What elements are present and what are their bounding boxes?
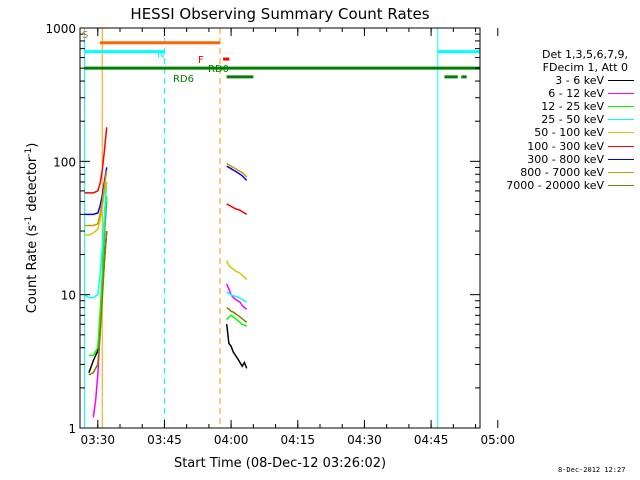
legend-entry: 3 - 6 keV	[488, 74, 634, 87]
generation-timestamp: 8-Dec-2012 12:27	[558, 466, 626, 474]
x-tick-label-0415: 04:15	[280, 433, 315, 447]
flag-label-f: F	[198, 55, 204, 66]
legend-swatch	[608, 80, 634, 82]
flag-label-n: N	[157, 50, 164, 61]
legend-entry-label: 6 - 12 keV	[548, 87, 604, 101]
y-tick-label-100: 100	[53, 155, 76, 169]
legend-header-line-2: FDecim 1, Att 0	[542, 61, 628, 74]
plot-frame	[79, 27, 481, 429]
legend-swatch	[608, 93, 634, 95]
legend-entry-label: 800 - 7000 keV	[520, 165, 604, 179]
legend-entry: 12 - 25 keV	[488, 100, 634, 113]
series-3-segment-2	[226, 314, 247, 327]
series-6-segment-1	[84, 127, 108, 194]
legend-entry: 300 - 800 keV	[488, 153, 634, 166]
legend-entry-label: 100 - 300 keV	[527, 139, 604, 153]
x-tick-label-0445: 04:45	[414, 433, 449, 447]
series-3-segment-1	[88, 195, 108, 357]
y-tick-label-1: 1	[68, 422, 76, 436]
x-tick-label-0345: 03:45	[147, 433, 182, 447]
legend-entry: 100 - 300 keV	[488, 139, 634, 153]
series-8-segment-1	[84, 170, 108, 227]
x-tick-label-0500: 05:00	[480, 433, 515, 447]
legend-swatch	[608, 106, 634, 108]
legend-swatch	[608, 132, 634, 134]
series-4-segment-1	[83, 181, 108, 299]
series-7-segment-2	[226, 165, 248, 181]
x-axis: 03:30 03:45 04:00 04:15 04:30 04:45 05:00	[80, 28, 515, 447]
y-tick-label-10: 10	[61, 289, 76, 303]
flag-labels: S N F RD0 RD6	[82, 30, 229, 85]
legend-entry: 800 - 7000 keV	[488, 166, 634, 179]
legend-header-line-1: Det 1,3,5,6,7,9,	[541, 48, 628, 61]
plot-area	[83, 28, 481, 428]
series-8-segment-2	[226, 163, 248, 178]
legend-entry: 50 - 100 keV	[488, 126, 634, 139]
x-tick-label-0330: 03:30	[80, 433, 115, 447]
series-1-segment-2	[225, 324, 248, 369]
series-5-segment-2	[226, 260, 248, 281]
legend-swatch	[608, 184, 634, 186]
legend-entry: 7000 - 20000 keV	[488, 179, 634, 192]
chart-title: HESSI Observing Summary Count Rates	[130, 5, 429, 23]
flag-label-rd0: RD0	[208, 64, 229, 75]
y-tick-label-1000: 1000	[45, 22, 76, 36]
series-9-segment-2	[226, 306, 248, 323]
legend-swatch	[608, 119, 634, 121]
flag-label-rd6: RD6	[173, 74, 194, 85]
legend-entry: 6 - 12 keV	[488, 87, 634, 100]
series-4-segment-2	[226, 291, 248, 303]
flag-label-s: S	[82, 30, 88, 41]
series-5-segment-1	[84, 181, 108, 236]
legend-entry-label: 3 - 6 keV	[555, 74, 604, 88]
legend-entry: 25 - 50 keV	[488, 113, 634, 126]
series-9-segment-1	[88, 231, 108, 376]
series-6-segment-2	[226, 203, 248, 216]
y-axis-label: Count Rate (s-1 detector-1)	[24, 143, 40, 314]
legend-swatch	[608, 145, 634, 147]
legend-swatch	[608, 158, 634, 160]
legend-entry-label: 12 - 25 keV	[541, 100, 604, 114]
series-2-segment-2	[226, 283, 248, 310]
legend-swatch	[608, 171, 634, 173]
legend-entry-label: 50 - 100 keV	[534, 126, 604, 140]
legend-entry-label: 7000 - 20000 keV	[506, 178, 604, 192]
legend-entry-label: 300 - 800 keV	[527, 152, 604, 166]
x-tick-label-0400: 04:00	[214, 433, 249, 447]
legend-entry-label: 25 - 50 keV	[541, 113, 604, 127]
legend: Det 1,3,5,6,7,9, FDecim 1, Att 0 3 - 6 k…	[488, 48, 634, 192]
y-axis: 1 10 100 1000	[45, 22, 480, 436]
x-axis-label: Start Time (08-Dec-12 03:26:02)	[174, 456, 386, 471]
x-tick-label-0430: 04:30	[347, 433, 382, 447]
